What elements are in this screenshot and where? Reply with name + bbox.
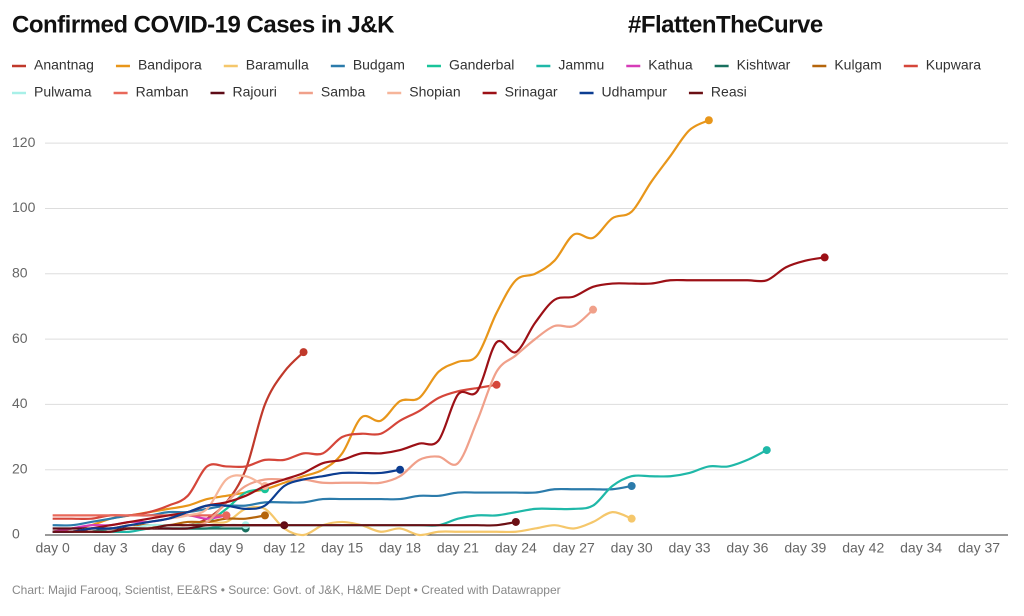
- x-tick-label: day 24: [495, 540, 537, 556]
- y-tick-label: 100: [12, 199, 36, 215]
- x-tick-label: day 9: [209, 540, 243, 556]
- legend-label: Samba: [321, 84, 366, 100]
- legend-label: Ramban: [136, 84, 189, 100]
- legend-label: Baramulla: [246, 57, 309, 73]
- x-tick-label: day 34: [900, 540, 942, 556]
- series-line: [52, 256, 825, 534]
- x-tick-label: day 18: [379, 540, 421, 556]
- x-tick-label: day 39: [784, 540, 826, 556]
- end-point: [820, 253, 829, 262]
- legend-label: Kupwara: [926, 57, 981, 73]
- end-point: [627, 482, 636, 491]
- end-point: [222, 511, 231, 520]
- legend-label: Udhampur: [602, 84, 668, 100]
- end-point: [299, 348, 308, 357]
- series-line: [52, 468, 401, 534]
- chart-title: Confirmed COVID-19 Cases in J&K: [12, 11, 395, 38]
- x-tick-label: day 42: [842, 540, 884, 556]
- end-point: [396, 465, 405, 474]
- x-tick-label: day 36: [726, 540, 768, 556]
- x-tick-label: day 33: [669, 540, 711, 556]
- series-line: [52, 119, 710, 533]
- y-tick-label: 60: [12, 330, 28, 346]
- legend-label: Kathua: [648, 57, 693, 73]
- end-point: [511, 517, 520, 526]
- y-tick-label: 20: [12, 460, 28, 476]
- legend-label: Kishtwar: [737, 57, 791, 73]
- legend-label: Rajouri: [233, 84, 277, 100]
- legend-label: Kulgam: [834, 57, 881, 73]
- end-point: [492, 380, 501, 389]
- legend-label: Jammu: [558, 57, 604, 73]
- legend-label: Reasi: [711, 84, 747, 100]
- x-tick-label: day 6: [151, 540, 185, 556]
- y-tick-label: 40: [12, 395, 28, 411]
- x-tick-label: day 0: [36, 540, 70, 556]
- legend-label: Ganderbal: [449, 57, 514, 73]
- footer: Chart: Majid Farooq, Scientist, EE&RS • …: [12, 583, 561, 597]
- y-tick-label: 120: [12, 134, 36, 150]
- y-tick-label: 0: [12, 526, 20, 542]
- legend-label: Anantnag: [34, 57, 94, 73]
- series-line: [52, 514, 227, 533]
- end-point: [589, 305, 598, 314]
- x-tick-label: day 27: [553, 540, 595, 556]
- x-tick-label: day 21: [437, 540, 479, 556]
- legend-label: Srinagar: [505, 84, 558, 100]
- series-line: [52, 383, 497, 521]
- chart-subtitle: #FlattenTheCurve: [628, 11, 823, 38]
- end-point: [704, 116, 713, 125]
- x-tick-label: day 12: [263, 540, 305, 556]
- legend-label: Bandipora: [138, 57, 202, 73]
- y-tick-label: 80: [12, 264, 28, 280]
- legend-label: Shopian: [409, 84, 460, 100]
- x-tick-label: day 15: [321, 540, 363, 556]
- series-line: [52, 520, 517, 534]
- x-tick-label: day 37: [958, 540, 1000, 556]
- end-point: [762, 446, 771, 455]
- end-point: [627, 514, 636, 523]
- legend-label: Budgam: [353, 57, 405, 73]
- end-point: [260, 511, 269, 520]
- x-tick-label: day 3: [93, 540, 127, 556]
- legend-label: Pulwama: [34, 84, 92, 100]
- x-tick-label: day 30: [611, 540, 653, 556]
